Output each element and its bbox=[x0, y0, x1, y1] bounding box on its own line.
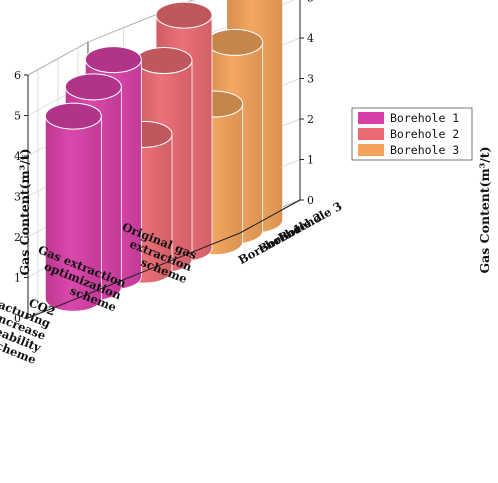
bar-top bbox=[155, 1, 213, 29]
legend-swatch-borehole-3 bbox=[358, 144, 384, 156]
y-tick-label-left-0: 0 bbox=[14, 312, 21, 325]
y-tick-label-left-2: 2 bbox=[14, 231, 21, 244]
y-tick-label-left-1: 1 bbox=[14, 272, 21, 285]
legend-label-borehole-1: Borehole 1 bbox=[390, 111, 459, 125]
y-tick-label-right-3: 3 bbox=[307, 73, 314, 86]
y-tick-label-left-3: 3 bbox=[14, 191, 21, 204]
y-tick-label-right-4: 4 bbox=[307, 32, 314, 45]
grid-line-y-6 bbox=[27, 0, 194, 76]
y-tick-label-right-5: 5 bbox=[307, 0, 314, 5]
axis-edge-front-left bbox=[27, 232, 241, 319]
bar-top bbox=[64, 73, 122, 101]
legend: Borehole 1 Borehole 2 Borehole 3 bbox=[351, 107, 473, 161]
bar-top bbox=[44, 102, 102, 130]
y-tick-label-left-4: 4 bbox=[14, 150, 21, 163]
bar-top bbox=[206, 28, 264, 56]
axis-edge-front-right bbox=[239, 199, 301, 234]
bar-top bbox=[135, 47, 193, 75]
y-tick-label-left-5: 5 bbox=[14, 110, 21, 123]
legend-label-borehole-2: Borehole 2 bbox=[390, 127, 459, 141]
legend-swatch-borehole-1 bbox=[358, 112, 384, 124]
y-ticks: 00112233445566 bbox=[14, 0, 314, 325]
y-axis-title-right: Gas Content(m³/t) bbox=[477, 147, 492, 274]
y-tick-label-right-0: 0 bbox=[307, 194, 314, 207]
bar-series1-cat3 bbox=[44, 102, 102, 312]
y-axis-title-left: Gas Content(m³/t) bbox=[17, 149, 32, 276]
bars bbox=[44, 0, 284, 312]
y-tick-label-left-6: 6 bbox=[14, 69, 21, 82]
legend-swatch-borehole-2 bbox=[358, 128, 384, 140]
y-tick-label-right-1: 1 bbox=[307, 154, 314, 167]
legend-label-borehole-3: Borehole 3 bbox=[390, 143, 459, 157]
bar-top bbox=[84, 46, 142, 74]
y-tick-label-right-2: 2 bbox=[307, 113, 314, 126]
